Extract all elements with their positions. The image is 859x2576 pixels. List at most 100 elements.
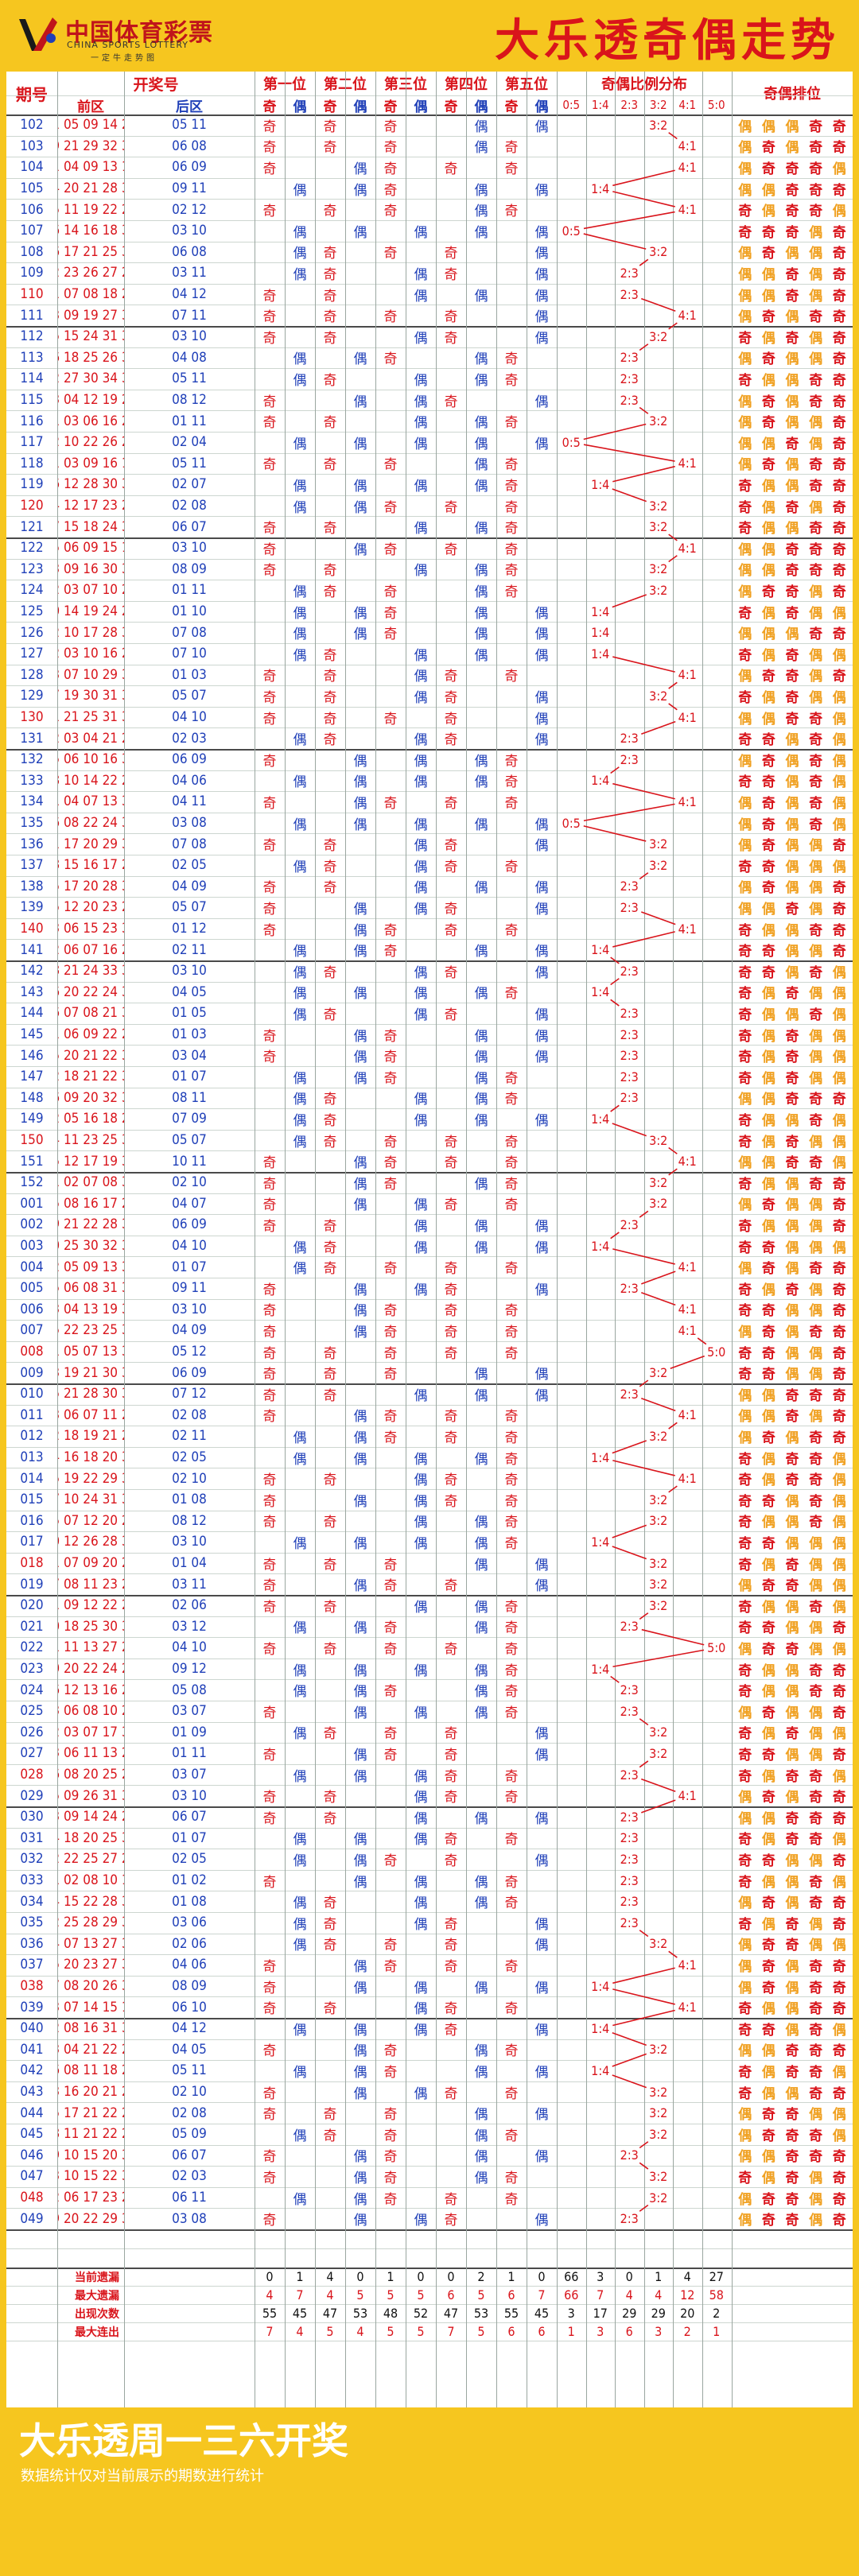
- ratio-trend-segment: [668, 1485, 678, 1493]
- position-4-even-mark: 偶: [474, 627, 488, 643]
- position-5-odd-mark: 奇: [504, 140, 519, 157]
- position-4-even-mark: 偶: [474, 118, 488, 135]
- header-ratio-3:2: 3:2: [649, 98, 667, 112]
- arrangement-even-mark: 偶: [738, 309, 752, 326]
- table-row-front-numbers: 08 10 14 22 29: [57, 772, 124, 789]
- arrangement-even-mark: 偶: [809, 351, 823, 368]
- position-5-even-mark: 偶: [534, 817, 549, 833]
- position-3-even-mark: 偶: [414, 436, 428, 452]
- ratio-value: 3:2: [649, 413, 668, 429]
- arrangement-odd-mark: 奇: [761, 224, 775, 241]
- table-row-issue: 125: [20, 603, 44, 620]
- arrangement-even-mark: 偶: [832, 711, 846, 727]
- ratio-value: 2:3: [620, 899, 639, 915]
- position-3-even-mark: 偶: [414, 266, 428, 283]
- arrangement-even-mark: 偶: [785, 415, 799, 432]
- ratio-trend-segment: [668, 703, 678, 711]
- arrangement-odd-mark: 奇: [832, 478, 846, 495]
- position-1-odd-mark: 奇: [262, 753, 277, 770]
- arrangement-even-mark: 偶: [738, 880, 752, 897]
- arrangement-even-mark: 偶: [738, 901, 752, 918]
- arrangement-odd-mark: 奇: [761, 944, 775, 960]
- header-even: 偶: [474, 99, 488, 115]
- ratio-trend-lines: [583, 132, 707, 2212]
- table-row-issue: 111: [20, 307, 44, 324]
- position-4-even-mark: 偶: [474, 204, 488, 220]
- ratio-trend-segment: [612, 1123, 647, 1137]
- arrangement-even-mark: 偶: [738, 711, 752, 727]
- table-row-front-numbers: 02 10 17 28 34: [57, 624, 124, 641]
- arrangement-odd-mark: 奇: [832, 246, 846, 262]
- position-4-odd-mark: 奇: [444, 394, 458, 410]
- ratio-trend-segment: [610, 1675, 620, 1683]
- header-even: 偶: [414, 99, 428, 115]
- position-3-even-mark: 偶: [414, 394, 428, 410]
- position-5-odd-mark: 奇: [504, 541, 519, 558]
- ratio-value: 4:1: [678, 308, 697, 324]
- header-ratio-1:4: 1:4: [591, 98, 609, 112]
- position-4-odd-mark: 奇: [444, 859, 458, 875]
- position-2-odd-mark: 奇: [323, 266, 337, 283]
- header-draw: 开奖号: [133, 76, 179, 94]
- ratio-trend-segment: [610, 1104, 620, 1112]
- table-row-issue: 132: [20, 751, 44, 768]
- row-divider: [6, 918, 853, 919]
- logo-chinese-text: 中国体育彩票: [65, 19, 213, 47]
- position-3-even-mark: 偶: [414, 689, 428, 706]
- table-row-back-numbers: 02 03: [172, 730, 207, 747]
- arrangement-odd-mark: 奇: [809, 795, 823, 812]
- table-row-issue: 120: [20, 498, 44, 514]
- arrangement-even-mark: 偶: [785, 627, 799, 643]
- table-row-front-numbers: 16 17 21 25 30: [57, 243, 124, 260]
- arrangement-odd-mark: 奇: [809, 118, 823, 135]
- header-even: 偶: [353, 99, 367, 115]
- position-1-odd-mark: 奇: [262, 711, 277, 727]
- arrangement-even-mark: 偶: [785, 372, 799, 389]
- ratio-value: 1:4: [591, 773, 610, 789]
- arrangement-odd-mark: 奇: [809, 753, 823, 770]
- table-row-issue: 130: [20, 709, 44, 726]
- position-2-even-mark: 偶: [353, 394, 367, 410]
- arrangement-odd-mark: 奇: [761, 584, 775, 600]
- table-row-front-numbers: 08 15 16 17 21: [57, 857, 124, 874]
- row-divider: [6, 791, 853, 793]
- arrangement-odd-mark: 奇: [832, 436, 846, 452]
- arrangement-even-mark: 偶: [761, 204, 775, 220]
- arrangement-even-mark: 偶: [761, 372, 775, 389]
- table-row-front-numbers: 02 03 10 16 28: [57, 646, 124, 662]
- arrangement-odd-mark: 奇: [809, 161, 823, 177]
- arrangement-even-mark: 偶: [785, 817, 799, 833]
- table-row-front-numbers: 06 12 28 30 33: [57, 476, 124, 493]
- arrangement-even-mark: 偶: [761, 647, 775, 664]
- position-2-odd-mark: 奇: [323, 415, 337, 432]
- position-1-even-mark: 偶: [293, 605, 307, 622]
- position-5-odd-mark: 奇: [504, 499, 519, 516]
- table-row-front-numbers: 01 03 09 16 19: [57, 455, 124, 471]
- arrangement-odd-mark: 奇: [761, 838, 775, 855]
- arrangement-even-mark: 偶: [738, 457, 752, 474]
- position-1-odd-mark: 奇: [262, 901, 277, 918]
- arrangement-odd-mark: 奇: [761, 457, 775, 474]
- position-1-odd-mark: 奇: [262, 415, 277, 432]
- ratio-value: 1:4: [591, 180, 610, 196]
- ratio-trend-segment: [639, 1718, 649, 1726]
- position-2-odd-mark: 奇: [323, 669, 337, 685]
- position-5-odd-mark: 奇: [504, 415, 519, 432]
- arrangement-odd-mark: 奇: [832, 499, 846, 516]
- position-1-even-mark: 偶: [293, 859, 307, 875]
- arrangement-odd-mark: 奇: [809, 922, 823, 939]
- arrangement-odd-mark: 奇: [761, 246, 775, 262]
- arrangement-even-mark: 偶: [809, 246, 823, 262]
- ratio-value: 3:2: [649, 688, 668, 704]
- position-5-odd-mark: 奇: [504, 669, 519, 685]
- row-divider: [6, 685, 853, 687]
- table-row-back-numbers: 02 12: [172, 201, 207, 218]
- table-row-issue: 106: [20, 201, 44, 218]
- position-5-even-mark: 偶: [534, 288, 549, 305]
- arrangement-even-mark: 偶: [785, 732, 799, 749]
- position-4-even-mark: 偶: [474, 880, 488, 897]
- arrangement-odd-mark: 奇: [761, 161, 775, 177]
- arrangement-even-mark: 偶: [761, 330, 775, 347]
- arrangement-even-mark: 偶: [738, 246, 752, 262]
- arrangement-odd-mark: 奇: [738, 689, 752, 706]
